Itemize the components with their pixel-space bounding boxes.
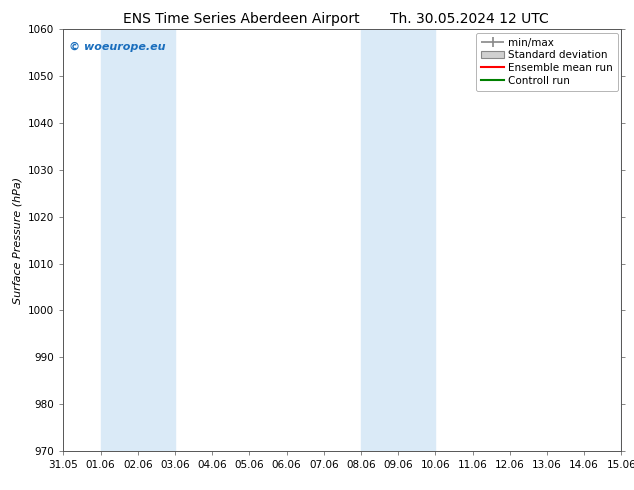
Bar <box>361 29 436 451</box>
Bar <box>101 29 175 451</box>
Text: Th. 30.05.2024 12 UTC: Th. 30.05.2024 12 UTC <box>390 12 548 26</box>
Bar <box>621 29 634 451</box>
Text: ENS Time Series Aberdeen Airport: ENS Time Series Aberdeen Airport <box>122 12 359 26</box>
Y-axis label: Surface Pressure (hPa): Surface Pressure (hPa) <box>13 176 23 304</box>
Legend: min/max, Standard deviation, Ensemble mean run, Controll run: min/max, Standard deviation, Ensemble me… <box>476 32 618 91</box>
Text: © woeurope.eu: © woeurope.eu <box>69 42 165 52</box>
